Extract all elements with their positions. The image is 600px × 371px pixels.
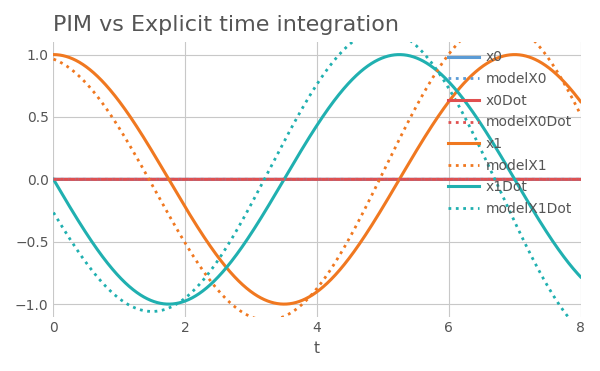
Text: PIM vs Explicit time integration: PIM vs Explicit time integration (53, 15, 400, 35)
X-axis label: t: t (314, 341, 320, 356)
Legend: x0, modelX0, x0Dot, modelX0Dot, x1, modelX1, x1Dot, modelX1Dot: x0, modelX0, x0Dot, modelX0Dot, x1, mode… (443, 45, 578, 221)
